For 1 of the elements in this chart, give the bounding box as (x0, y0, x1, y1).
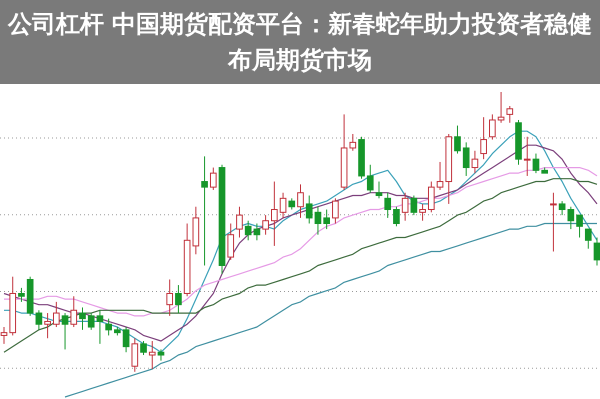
chart-title: 公司杠杆 中国期货配资平台：新春蛇年助力投资者稳健布局期货市场 (6, 9, 594, 76)
